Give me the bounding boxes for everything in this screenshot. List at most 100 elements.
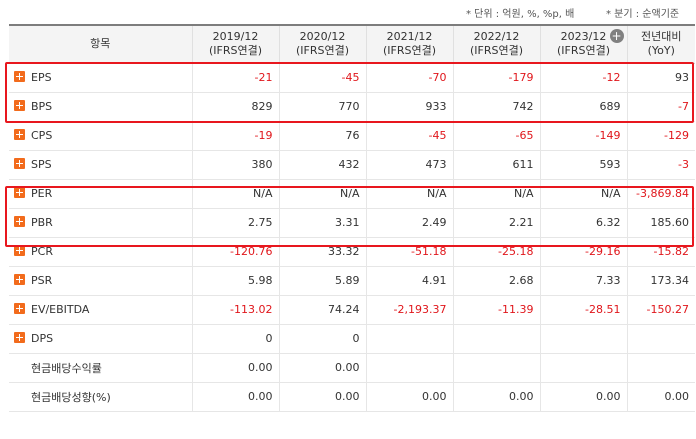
row-label-cell[interactable]: PBR xyxy=(9,208,192,238)
value-cell: -179 xyxy=(452,63,540,93)
value-cell: 5.89 xyxy=(278,266,366,296)
row-label-cell[interactable]: SPS xyxy=(9,150,192,180)
value-cell: 173.34 xyxy=(626,266,695,296)
column-header-2021: 2021/12 (IFRS연결) xyxy=(365,24,453,64)
value-cell: -113.02 xyxy=(191,295,279,325)
value-cell: 2.21 xyxy=(452,208,540,238)
row-label: DPS xyxy=(31,332,54,345)
table-row: DPS 0 0 xyxy=(9,324,695,354)
value-cell xyxy=(539,324,627,354)
table-header-row: 항목 2019/12 (IFRS연결) 2020/12 (IFRS연결) 2021/… xyxy=(9,24,695,64)
value-cell: 380 xyxy=(191,150,279,180)
value-cell: -149 xyxy=(539,121,627,151)
row-label-cell: 현금배당성향(%) xyxy=(9,382,192,412)
value-cell: 611 xyxy=(452,150,540,180)
value-cell: 742 xyxy=(452,92,540,122)
value-cell xyxy=(365,324,453,354)
expand-plus-icon[interactable] xyxy=(14,71,25,82)
value-cell: 76 xyxy=(278,121,366,151)
value-cell: 5.98 xyxy=(191,266,279,296)
value-cell: 0.00 xyxy=(191,353,279,383)
table-row: 현금배당수익률 0.00 0.00 xyxy=(9,353,695,383)
period-note: * 분기 : 순액기준 xyxy=(606,9,680,20)
value-cell: 33.32 xyxy=(278,237,366,267)
value-cell xyxy=(539,353,627,383)
value-cell: 0.00 xyxy=(278,353,366,383)
value-cell: -3,869.84 xyxy=(626,179,695,209)
value-cell: -150.27 xyxy=(626,295,695,325)
value-cell: -2,193.37 xyxy=(365,295,453,325)
valuation-table: 항목 2019/12 (IFRS연결) 2020/12 (IFRS연결) 2021/… xyxy=(9,24,695,412)
value-cell: -45 xyxy=(365,121,453,151)
row-label-cell[interactable]: BPS xyxy=(9,92,192,122)
value-cell: 185.60 xyxy=(626,208,695,238)
expand-plus-icon[interactable] xyxy=(14,332,25,343)
row-label-cell: 현금배당수익률 xyxy=(9,353,192,383)
row-label: BPS xyxy=(31,100,53,113)
value-cell: 0.00 xyxy=(452,382,540,412)
column-header-yoy: 전년대비 (YoY) xyxy=(626,24,695,64)
column-header-item: 항목 xyxy=(9,24,192,64)
row-label-cell[interactable]: DPS xyxy=(9,324,192,354)
value-cell: 4.91 xyxy=(365,266,453,296)
expand-plus-icon[interactable] xyxy=(14,187,25,198)
row-label: PBR xyxy=(31,216,53,229)
row-label-cell[interactable]: PER xyxy=(9,179,192,209)
row-label: EPS xyxy=(31,71,52,84)
value-cell: 0.00 xyxy=(278,382,366,412)
row-label-cell[interactable]: PCR xyxy=(9,237,192,267)
column-header-2023: 2023/12 (IFRS연결) + xyxy=(539,24,627,64)
row-label-cell[interactable]: EV/EBITDA xyxy=(9,295,192,325)
column-header-2020: 2020/12 (IFRS연결) xyxy=(278,24,366,64)
value-cell: -65 xyxy=(452,121,540,151)
value-cell: 473 xyxy=(365,150,453,180)
value-cell xyxy=(452,353,540,383)
expand-plus-icon[interactable] xyxy=(14,129,25,140)
row-label: EV/EBITDA xyxy=(31,303,90,316)
row-label: SPS xyxy=(31,158,52,171)
expand-plus-icon[interactable] xyxy=(14,274,25,285)
value-cell: 593 xyxy=(539,150,627,180)
value-cell: 2.75 xyxy=(191,208,279,238)
value-cell: -45 xyxy=(278,63,366,93)
table-row: CPS -19 76 -45 -65 -149 -129 xyxy=(9,121,695,151)
value-cell: -7 xyxy=(626,92,695,122)
row-label-cell[interactable]: CPS xyxy=(9,121,192,151)
value-cell: N/A xyxy=(365,179,453,209)
value-cell xyxy=(626,324,695,354)
table-row: BPS 829 770 933 742 689 -7 xyxy=(9,92,695,122)
value-cell: -11.39 xyxy=(452,295,540,325)
value-cell: 93 xyxy=(626,63,695,93)
value-cell: 0.00 xyxy=(191,382,279,412)
row-label: PCR xyxy=(31,245,53,258)
expand-plus-icon[interactable] xyxy=(14,100,25,111)
expand-plus-icon[interactable] xyxy=(14,245,25,256)
value-cell: -120.76 xyxy=(191,237,279,267)
value-cell: -15.82 xyxy=(626,237,695,267)
table-row: SPS 380 432 473 611 593 -3 xyxy=(9,150,695,180)
expand-plus-icon[interactable] xyxy=(14,303,25,314)
row-label: CPS xyxy=(31,129,53,142)
row-label-cell[interactable]: PSR xyxy=(9,266,192,296)
expand-plus-icon[interactable] xyxy=(14,216,25,227)
value-cell: 0.00 xyxy=(539,382,627,412)
value-cell: 2.49 xyxy=(365,208,453,238)
row-label-cell[interactable]: EPS xyxy=(9,63,192,93)
value-cell: 432 xyxy=(278,150,366,180)
value-cell xyxy=(452,324,540,354)
column-header-2022: 2022/12 (IFRS연결) xyxy=(452,24,540,64)
value-cell xyxy=(365,353,453,383)
unit-note: * 단위 : 억원, %, %p, 배 xyxy=(466,9,575,20)
value-cell: 74.24 xyxy=(278,295,366,325)
value-cell: 933 xyxy=(365,92,453,122)
value-cell: 2.68 xyxy=(452,266,540,296)
value-cell: 0 xyxy=(191,324,279,354)
expand-plus-icon[interactable] xyxy=(14,158,25,169)
value-cell: -51.18 xyxy=(365,237,453,267)
value-cell: 770 xyxy=(278,92,366,122)
add-column-icon[interactable]: + xyxy=(609,29,624,43)
value-cell: 0 xyxy=(278,324,366,354)
table-row: PCR -120.76 33.32 -51.18 -25.18 -29.16 -15.82 xyxy=(9,237,695,267)
value-cell: 7.33 xyxy=(539,266,627,296)
value-cell: 3.31 xyxy=(278,208,366,238)
